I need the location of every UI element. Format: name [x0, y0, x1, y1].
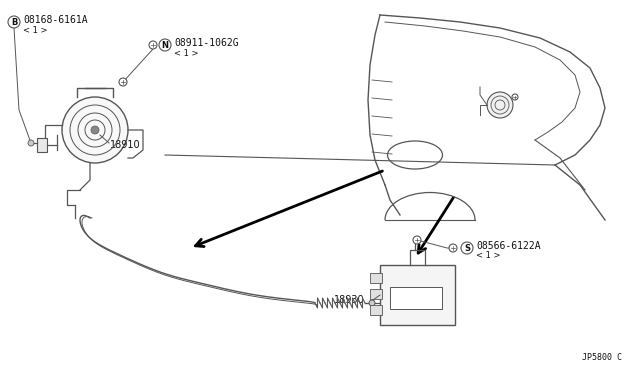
Circle shape	[28, 140, 34, 146]
Circle shape	[91, 126, 99, 134]
Circle shape	[119, 78, 127, 86]
Bar	[370, 289, 382, 299]
Bar	[37, 138, 47, 152]
Circle shape	[487, 92, 513, 118]
Bar	[380, 265, 455, 325]
Circle shape	[62, 97, 128, 163]
Text: 08168-6161A: 08168-6161A	[23, 15, 88, 25]
Circle shape	[413, 236, 421, 244]
Text: B: B	[11, 17, 17, 26]
Text: < 1 >: < 1 >	[23, 26, 47, 35]
Circle shape	[149, 41, 157, 49]
Text: 18910: 18910	[110, 140, 141, 150]
Text: S: S	[464, 244, 470, 253]
Circle shape	[461, 242, 473, 254]
Circle shape	[449, 244, 457, 252]
Circle shape	[159, 39, 171, 51]
Bar	[390, 287, 442, 309]
Circle shape	[8, 16, 20, 28]
Circle shape	[512, 94, 518, 100]
Text: < 1 >: < 1 >	[476, 251, 500, 260]
Text: JP5800 C: JP5800 C	[582, 353, 622, 362]
Text: N: N	[161, 41, 168, 49]
Circle shape	[369, 300, 375, 306]
Text: 08566-6122A: 08566-6122A	[476, 241, 541, 251]
Bar	[370, 305, 382, 315]
Text: < 1 >: < 1 >	[174, 48, 198, 58]
Bar	[370, 273, 382, 283]
Text: 08911-1062G: 08911-1062G	[174, 38, 239, 48]
Text: 18930: 18930	[334, 295, 365, 305]
